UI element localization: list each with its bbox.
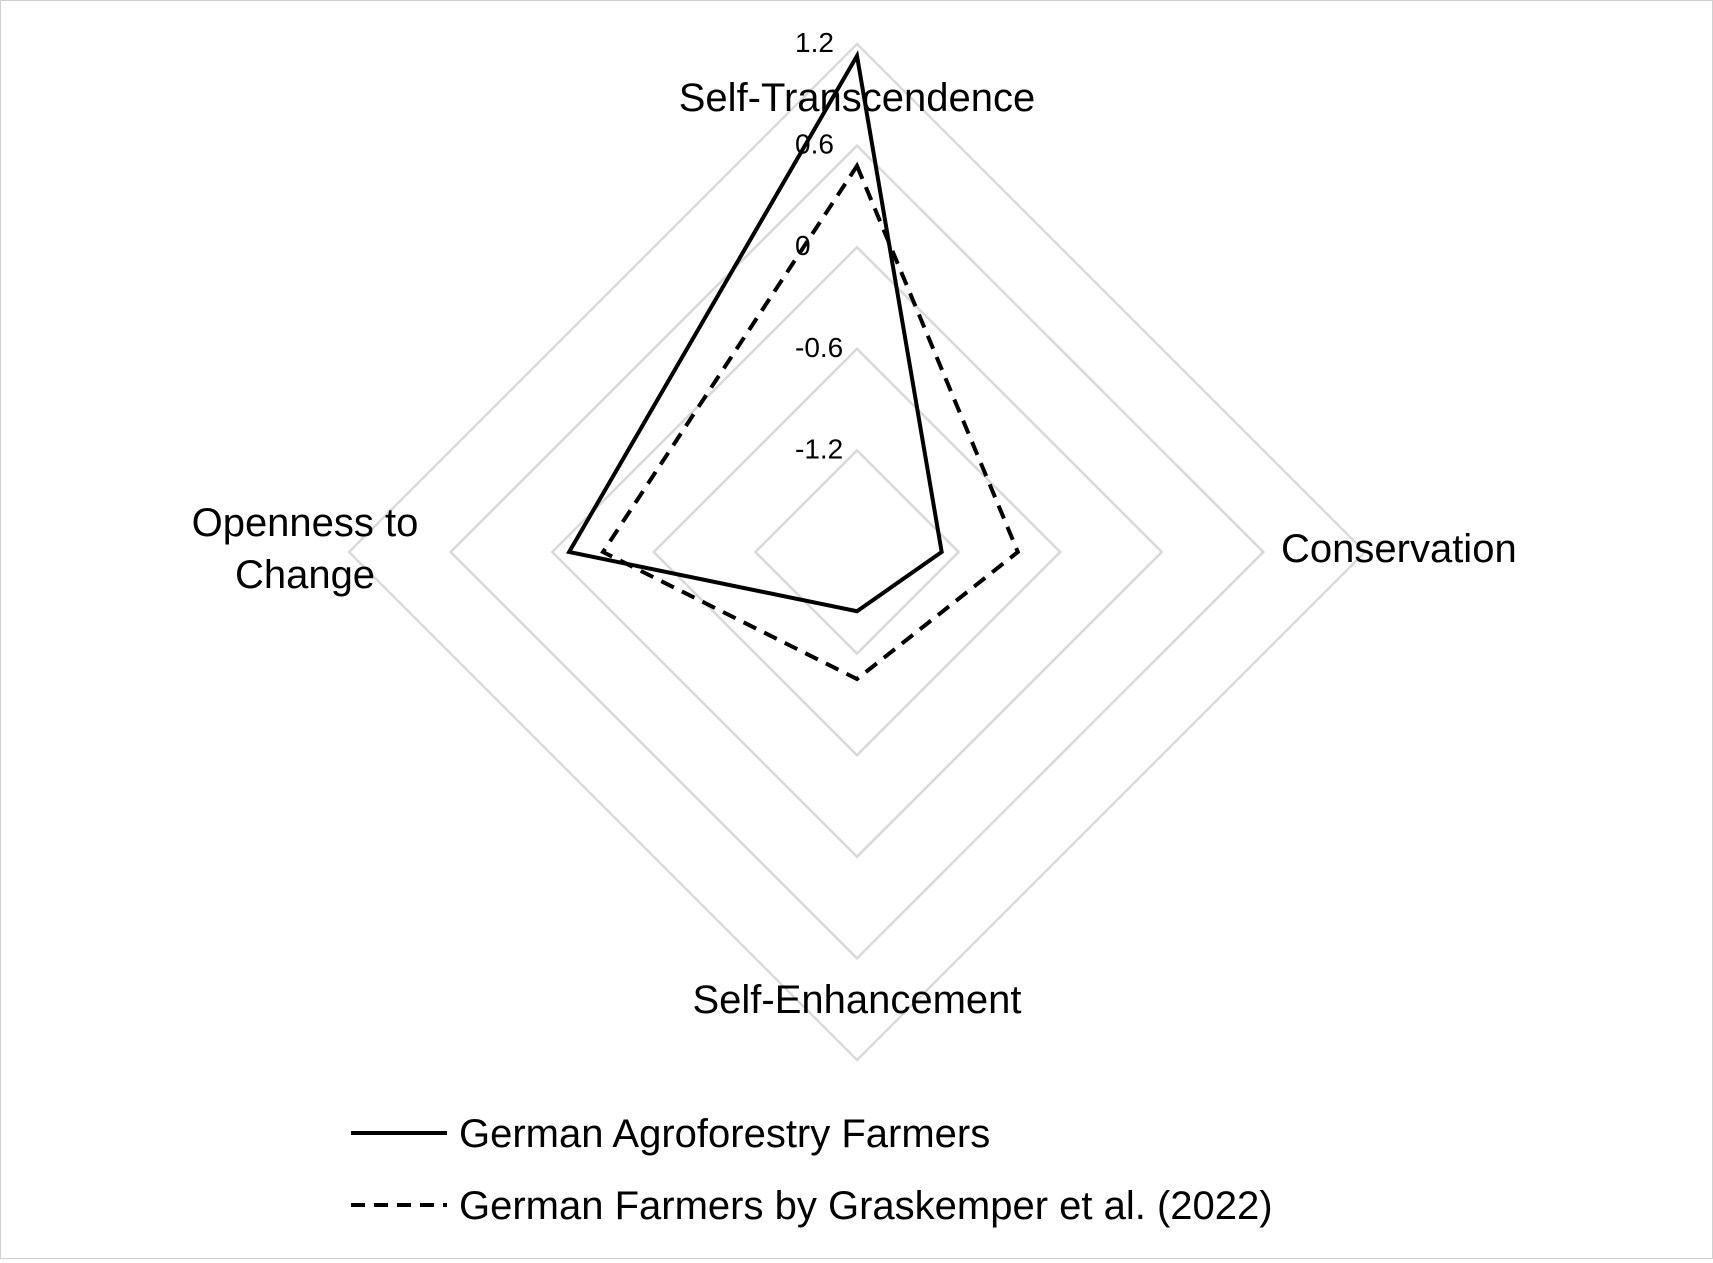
axis-label-layer: Self-Transcendence Conservation Self-Enhan…: [192, 76, 1517, 1022]
tick-label: -1.2: [795, 433, 843, 464]
grid-ring-3: [652, 347, 1062, 757]
grid-ring-4: [753, 448, 961, 656]
grid-ring-1: [448, 143, 1266, 961]
series-line-1: [600, 161, 1021, 682]
legend: German Agroforestry Farmers German Farmer…: [351, 1112, 1273, 1228]
grid-layer: [347, 42, 1367, 1062]
series-line-0: [566, 50, 944, 614]
legend-label: German Farmers by Graskemper et al. (202…: [459, 1184, 1273, 1228]
tick-label-layer: 1.20.60-0.6-1.2: [795, 27, 843, 464]
legend-label: German Agroforestry Farmers: [459, 1112, 990, 1156]
axis-label: Self-Enhancement: [692, 978, 1021, 1022]
axis-label: Conservation: [1281, 527, 1517, 571]
grid-ring-2: [550, 245, 1164, 859]
series-layer: [566, 50, 1021, 682]
tick-label: -0.6: [795, 332, 843, 363]
tick-label: 1.2: [795, 27, 834, 58]
axis-label: Openness to Change: [192, 501, 419, 597]
axis-label: Self-Transcendence: [679, 76, 1035, 120]
grid-ring-0: [347, 42, 1367, 1062]
